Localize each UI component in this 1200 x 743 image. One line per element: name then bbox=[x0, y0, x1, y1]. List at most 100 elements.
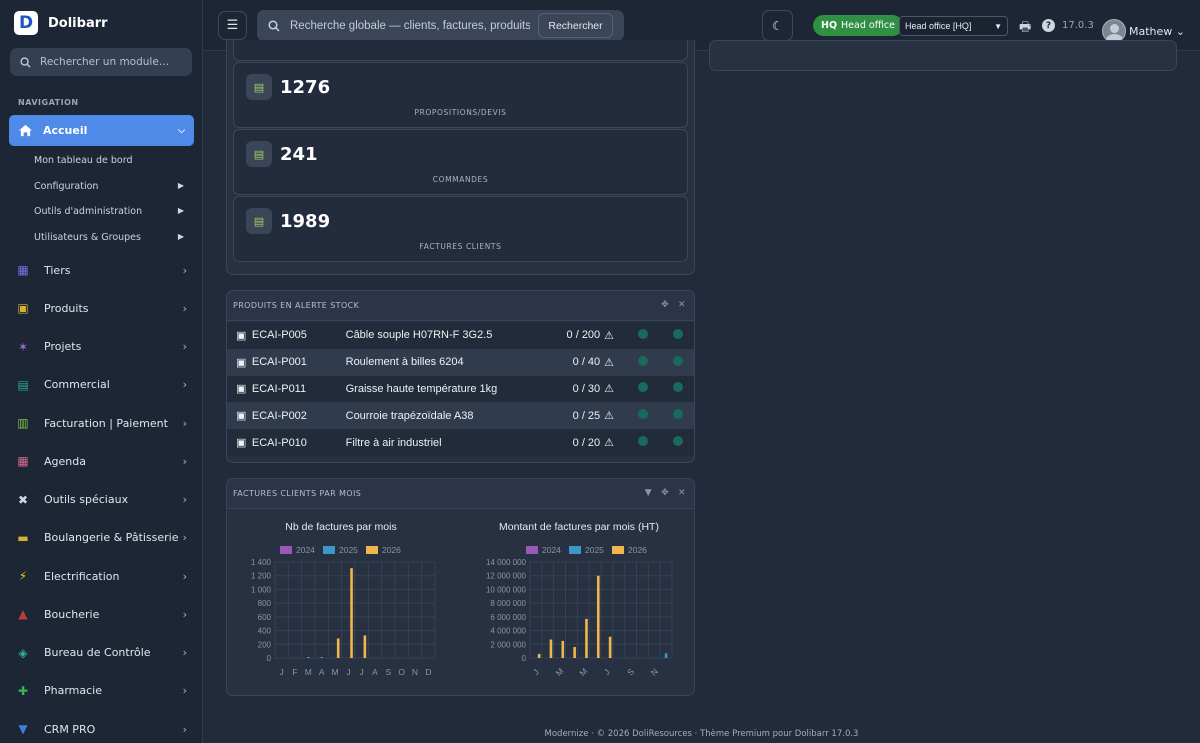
entity-select[interactable]: Head office [HQ] ▼ bbox=[899, 16, 1008, 36]
product-icon: ▣ bbox=[236, 383, 247, 396]
sidebar-subitem-label: Utilisateurs & Groupes bbox=[34, 232, 141, 243]
product-ref-link[interactable]: ECAI-P002 bbox=[252, 402, 346, 429]
sidebar-subitem[interactable]: Configuration ▶ bbox=[34, 181, 184, 192]
sidebar-item-projets[interactable]: ✶ Projets › bbox=[15, 337, 187, 357]
stat-card-clipped bbox=[233, 40, 688, 61]
status-dot bbox=[626, 376, 661, 403]
hamburger-icon: ☰ bbox=[226, 18, 239, 33]
move-icon[interactable]: ✥ bbox=[661, 300, 670, 310]
sidebar-item-boucherie[interactable]: ▲ Boucherie › bbox=[15, 604, 187, 624]
chevron-right-icon: › bbox=[182, 301, 187, 315]
product-ref: ECAI-P002 bbox=[251, 409, 307, 422]
status-indicator bbox=[638, 355, 649, 366]
bar-2026-0 bbox=[537, 653, 541, 658]
building-icon: ▦ bbox=[17, 263, 29, 277]
stat-label: PROPOSITIONS/DEVIS bbox=[414, 108, 507, 117]
product-ref-link[interactable]: ECAI-P005 bbox=[252, 322, 346, 349]
y-tick-label: 4 000 000 bbox=[490, 627, 526, 636]
sidebar-item-crm-pro[interactable]: ▼ CRM PRO › bbox=[15, 719, 187, 739]
x-tick-label: N bbox=[412, 667, 418, 677]
stock-qty: 0 / 30 bbox=[572, 382, 601, 395]
chevron-right-icon: › bbox=[182, 340, 187, 353]
status-indicator bbox=[638, 382, 649, 393]
product-ref-link[interactable]: ECAI-P010 bbox=[252, 429, 346, 456]
user-menu[interactable]: Mathew ⌄ bbox=[1129, 25, 1185, 38]
table-row: ▣ ECAI-P011 Graisse haute température 1kg 0… bbox=[227, 375, 694, 403]
chevron-right-icon: › bbox=[182, 454, 187, 468]
box-header: FACTURES CLIENTS PAR MOIS ▼ ✥ ✕ bbox=[227, 479, 694, 509]
sidebar-item-pharmacie[interactable]: ✚ Pharmacie › bbox=[15, 681, 187, 701]
bar-2026-5 bbox=[596, 575, 600, 658]
stat-card[interactable]: ▤ 1989 FACTURES CLIENTS bbox=[233, 196, 688, 262]
x-tick-label: J bbox=[346, 667, 350, 677]
y-tick-label: 400 bbox=[258, 627, 272, 636]
product-label: Graisse haute température 1kg bbox=[345, 382, 498, 395]
sidebar-item-electrification[interactable]: ⚡ Electrification › bbox=[15, 566, 187, 586]
sidebar-item-facturation-paiement[interactable]: ▥ Facturation | Paiement › bbox=[15, 413, 187, 433]
nav-heading: NAVIGATION bbox=[18, 98, 79, 107]
menu-toggle-button[interactable]: ☰ bbox=[218, 11, 247, 40]
sidebar-item-bureau-de-contr-le[interactable]: ◈ Bureau de Contrôle › bbox=[15, 643, 187, 663]
module-search[interactable] bbox=[10, 48, 192, 76]
sidebar-subitem[interactable]: Utilisateurs & Groupes ▶ bbox=[34, 232, 184, 243]
home-icon bbox=[19, 124, 32, 137]
global-search-input[interactable] bbox=[290, 19, 530, 32]
global-search[interactable]: Rechercher bbox=[257, 10, 624, 41]
y-tick-label: 0 bbox=[522, 654, 527, 663]
sidebar-item-outils-sp-ciaux[interactable]: ✖ Outils spéciaux › bbox=[15, 490, 187, 510]
bread-icon: ▬ bbox=[17, 530, 29, 545]
dark-mode-toggle[interactable]: ☾ bbox=[762, 10, 793, 41]
x-tick-label: J bbox=[360, 667, 364, 677]
print-icon[interactable]: 🖶 bbox=[1019, 20, 1032, 35]
close-icon[interactable]: ✕ bbox=[678, 300, 686, 310]
sidebar-item-produits[interactable]: ▣ Produits › bbox=[15, 298, 187, 318]
y-tick-label: 800 bbox=[258, 599, 272, 608]
sidebar-subitem[interactable]: Mon tableau de bord bbox=[34, 155, 184, 166]
status-indicator bbox=[672, 355, 683, 366]
stat-value: 1276 bbox=[280, 77, 331, 98]
chevron-right-icon: › bbox=[182, 531, 187, 545]
stat-card[interactable]: ▤ 1276 PROPOSITIONS/DEVIS bbox=[233, 62, 688, 128]
product-ref-link[interactable]: ECAI-P011 bbox=[252, 376, 346, 403]
brand[interactable]: D Dolibarr bbox=[14, 11, 108, 35]
sidebar-item-tiers[interactable]: ▦ Tiers › bbox=[15, 260, 187, 280]
stat-card[interactable]: ▤ 241 COMMANDES bbox=[233, 129, 688, 195]
bar-2026-6 bbox=[608, 636, 612, 658]
x-tick-label: D bbox=[425, 667, 431, 677]
x-tick-label: J bbox=[531, 667, 541, 677]
x-tick-label: A bbox=[372, 667, 378, 677]
product-icon: ▣ bbox=[236, 356, 247, 369]
bar-2025-11 bbox=[664, 653, 668, 658]
chevron-right-icon: › bbox=[182, 646, 187, 659]
chart-title: Nb de factures par mois bbox=[285, 521, 397, 533]
bar-2025-2 bbox=[307, 657, 310, 658]
sidebar-item-agenda[interactable]: ▦ Agenda › bbox=[15, 451, 187, 471]
legend-label: 2025 bbox=[339, 545, 358, 555]
x-tick-label: S bbox=[625, 666, 636, 677]
module-search-input[interactable] bbox=[40, 56, 180, 68]
status-indicator bbox=[638, 436, 649, 447]
product-ref-link[interactable]: ECAI-P001 bbox=[252, 349, 346, 376]
sidebar-item-accueil[interactable]: Accueil ⌵ bbox=[9, 115, 194, 146]
chevron-right-icon: › bbox=[182, 569, 187, 583]
product-icon: ▣ bbox=[236, 410, 247, 423]
search-button[interactable]: Rechercher bbox=[538, 13, 613, 38]
legend-swatch bbox=[569, 546, 581, 554]
sidebar-item-label: Commercial bbox=[44, 378, 110, 392]
legend-swatch bbox=[366, 546, 378, 554]
filter-icon[interactable]: ▼ bbox=[644, 488, 653, 498]
sidebar-item-commercial[interactable]: ▤ Commercial › bbox=[15, 375, 187, 395]
chevron-down-icon: ▼ bbox=[994, 21, 1002, 31]
sidebar-subitem[interactable]: Outils d'administration ▶ bbox=[34, 206, 184, 217]
y-tick-label: 12 000 000 bbox=[486, 572, 527, 581]
bolt-icon: ⚡ bbox=[18, 569, 28, 583]
move-icon[interactable]: ✥ bbox=[661, 488, 670, 498]
table-row: ▣ ECAI-P002 Courroie trapézoïdale A38 0 / 2… bbox=[227, 402, 694, 430]
sidebar-item-boulangerie-p-tisserie[interactable]: ▬ Boulangerie & Pâtisserie › bbox=[15, 528, 187, 548]
status-dot bbox=[626, 402, 661, 429]
close-icon[interactable]: ✕ bbox=[678, 488, 686, 498]
sidebar-item-label: Boucherie bbox=[44, 607, 100, 621]
help-icon[interactable]: ? bbox=[1042, 19, 1055, 32]
search-icon bbox=[20, 56, 31, 68]
